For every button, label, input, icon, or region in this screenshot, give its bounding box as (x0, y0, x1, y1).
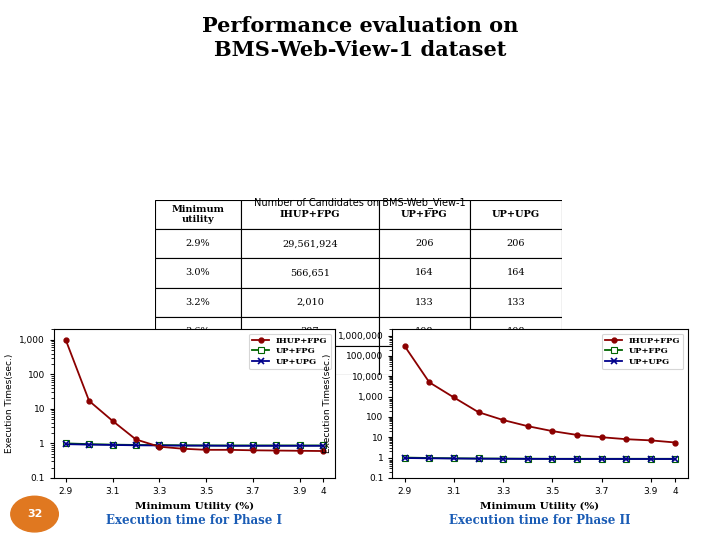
IHUP+FPG (85, 397, 94, 404)
Bar (241, 229, 379, 258)
UP+FPG (499, 455, 508, 462)
UP+FPG (132, 442, 140, 448)
UP+FPG (400, 454, 409, 461)
IHUP+FPG (179, 446, 187, 452)
Bar (241, 287, 379, 317)
Text: 170: 170 (300, 356, 319, 365)
Bar (379, 346, 470, 375)
UP+FPG (671, 456, 680, 462)
Bar (470, 200, 562, 229)
UP+FPG (272, 442, 281, 449)
UP+UPG (400, 455, 409, 461)
UP+FPG (523, 455, 532, 462)
IHUP+FPG (622, 436, 631, 442)
Bar (155, 287, 241, 317)
Text: 566,651: 566,651 (290, 268, 330, 278)
Text: Execution time for Phase II: Execution time for Phase II (449, 514, 631, 527)
Text: 3.2%: 3.2% (186, 298, 210, 307)
UP+UPG (425, 455, 433, 462)
UP+FPG (155, 442, 163, 448)
UP+FPG (202, 442, 210, 449)
UP+UPG (499, 456, 508, 462)
IHUP+FPG (597, 434, 606, 441)
Bar (241, 317, 379, 346)
Text: Minimum
utility: Minimum utility (171, 205, 225, 224)
Bar (155, 229, 241, 258)
IHUP+FPG (61, 336, 70, 343)
Bar (470, 258, 562, 287)
UP+UPG (179, 442, 187, 449)
UP+UPG (671, 456, 680, 462)
Bar (379, 258, 470, 287)
Text: Performance evaluation on
BMS-Web-View-1 dataset: Performance evaluation on BMS-Web-View-1… (202, 16, 518, 60)
Text: Execution time for Phase I: Execution time for Phase I (107, 514, 282, 527)
Bar (470, 346, 562, 375)
Text: 4.0%: 4.0% (186, 356, 210, 365)
Line: UP+FPG: UP+FPG (63, 440, 326, 449)
IHUP+FPG (202, 447, 210, 453)
Text: 108: 108 (507, 327, 525, 336)
UP+FPG (61, 440, 70, 447)
IHUP+FPG (248, 447, 257, 454)
UP+UPG (319, 443, 328, 449)
Text: UP+FPG: UP+FPG (401, 210, 448, 219)
Text: 3.6%: 3.6% (186, 327, 210, 336)
Bar (155, 258, 241, 287)
Y-axis label: Execution Times(sec.): Execution Times(sec.) (4, 354, 14, 454)
Bar (241, 258, 379, 287)
IHUP+FPG (449, 394, 458, 401)
UP+FPG (474, 455, 483, 462)
Text: 76: 76 (418, 356, 431, 365)
Bar (241, 200, 379, 229)
Text: 206: 206 (507, 239, 525, 248)
Line: UP+UPG: UP+UPG (402, 455, 678, 462)
IHUP+FPG (155, 443, 163, 450)
UP+FPG (425, 455, 433, 461)
Bar (379, 200, 470, 229)
UP+UPG (85, 441, 94, 448)
Bar (379, 287, 470, 317)
Y-axis label: Execution Times(sec.): Execution Times(sec.) (323, 354, 332, 454)
IHUP+FPG (225, 447, 234, 453)
IHUP+FPG (671, 439, 680, 446)
UP+UPG (202, 442, 210, 449)
Bar (241, 346, 379, 375)
UP+UPG (248, 443, 257, 449)
Bar (470, 287, 562, 317)
IHUP+FPG (474, 409, 483, 415)
UP+FPG (225, 442, 234, 449)
UP+UPG (474, 455, 483, 462)
UP+UPG (272, 443, 281, 449)
UP+UPG (61, 441, 70, 447)
UP+FPG (647, 456, 655, 462)
UP+UPG (647, 456, 655, 462)
Bar (379, 229, 470, 258)
Text: 2,010: 2,010 (296, 298, 324, 307)
UP+FPG (108, 441, 117, 448)
IHUP+FPG (647, 437, 655, 444)
UP+UPG (622, 456, 631, 462)
Line: UP+UPG: UP+UPG (63, 441, 326, 449)
Text: 133: 133 (506, 298, 525, 307)
Line: IHUP+FPG: IHUP+FPG (63, 338, 325, 454)
IHUP+FPG (523, 423, 532, 429)
Legend: IHUP+FPG, UP+FPG, UP+UPG: IHUP+FPG, UP+FPG, UP+UPG (249, 334, 330, 369)
UP+UPG (548, 456, 557, 462)
UP+UPG (572, 456, 581, 462)
Text: 32: 32 (27, 509, 42, 519)
Bar (155, 346, 241, 375)
UP+UPG (132, 442, 140, 449)
IHUP+FPG (400, 343, 409, 349)
UP+UPG (523, 456, 532, 462)
UP+UPG (597, 456, 606, 462)
Text: Number of Candidates on BMS-Web_View-1: Number of Candidates on BMS-Web_View-1 (254, 197, 466, 208)
Text: 76: 76 (510, 356, 522, 365)
Bar (379, 317, 470, 346)
IHUP+FPG (108, 417, 117, 424)
UP+UPG (225, 443, 234, 449)
UP+FPG (179, 442, 187, 449)
UP+FPG (85, 441, 94, 447)
IHUP+FPG (132, 436, 140, 443)
Text: 108: 108 (415, 327, 433, 336)
